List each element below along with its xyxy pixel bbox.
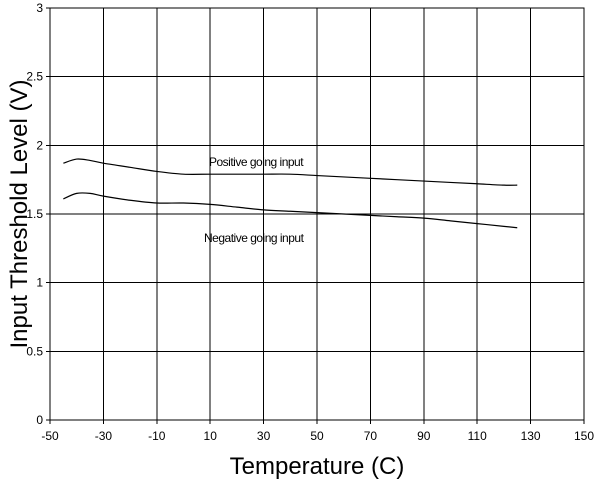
y-tick-label: 0.5 — [26, 344, 43, 358]
grid-layer — [46, 7, 585, 424]
y-tick-label: 2 — [36, 138, 43, 152]
y-tick-label: 3 — [36, 1, 43, 15]
y-axis-title: Input Threshold Level (V) — [6, 79, 33, 348]
x-tick-label: 130 — [521, 429, 541, 443]
series-layer — [63, 158, 518, 229]
y-tick-label: 1 — [36, 276, 43, 290]
x-tick-label: 30 — [257, 429, 271, 443]
series-label-negative: Negative going input — [204, 231, 305, 245]
x-tick-label: 110 — [468, 429, 487, 443]
x-tick-label: 90 — [417, 429, 431, 443]
x-tick-label: 50 — [310, 429, 324, 443]
x-tick-label: -30 — [95, 429, 113, 443]
x-tick-label: -10 — [148, 429, 166, 443]
y-tick-label: 1.5 — [26, 207, 43, 221]
x-tick-label: 150 — [574, 429, 594, 443]
series-line-negative — [63, 192, 518, 229]
x-tick-label: 70 — [364, 429, 378, 443]
series-line-positive — [63, 158, 518, 186]
x-tick-label: -50 — [41, 429, 59, 443]
y-tick-labels: 0 0.5 1 1.5 2 2.5 3 — [26, 1, 43, 427]
x-axis-title: Temperature (C) — [230, 453, 405, 480]
plot-frame — [49, 7, 585, 421]
x-tick-labels: -50 -30 -10 10 30 50 70 90 110 130 150 — [41, 429, 594, 443]
x-tick-label: 10 — [204, 429, 218, 443]
series-label-positive: Positive going input — [209, 155, 304, 169]
y-tick-label: 0 — [36, 413, 43, 427]
y-tick-label: 2.5 — [26, 70, 43, 84]
